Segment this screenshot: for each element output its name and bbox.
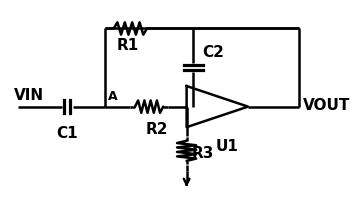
Text: A: A xyxy=(108,90,118,103)
Text: VOUT: VOUT xyxy=(303,98,350,112)
Text: U1: U1 xyxy=(216,139,238,154)
Text: VIN: VIN xyxy=(14,88,44,103)
Text: R2: R2 xyxy=(146,121,168,136)
Text: C2: C2 xyxy=(202,45,224,60)
Text: R1: R1 xyxy=(117,37,139,53)
Text: R3: R3 xyxy=(192,146,214,161)
Text: C1: C1 xyxy=(57,125,78,140)
